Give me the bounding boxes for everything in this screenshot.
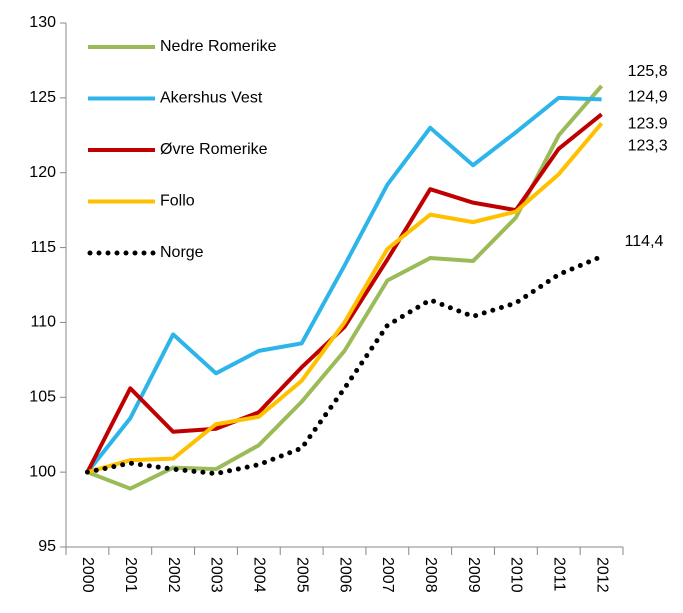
x-tick-label: 2003 — [208, 557, 225, 593]
legend-label: Øvre Romerike — [160, 141, 268, 158]
y-tick-label: 115 — [30, 239, 56, 256]
legend-label: Follo — [160, 193, 195, 210]
x-tick-label: 2002 — [165, 557, 182, 593]
value-label: 123,3 — [628, 138, 668, 155]
value-label: 114,4 — [625, 233, 664, 250]
y-tick-label: 105 — [29, 389, 56, 406]
x-tick-label: 2007 — [379, 557, 396, 593]
x-tick-label: 2008 — [422, 557, 439, 593]
series-line — [84, 254, 605, 477]
x-tick-label: 2012 — [593, 557, 610, 593]
x-tick-label: 2006 — [336, 557, 353, 593]
y-tick-label: 130 — [29, 14, 56, 31]
legend-label: Norge — [160, 244, 204, 261]
legend-label: Akershus Vest — [160, 90, 263, 107]
y-tick-label: 120 — [29, 164, 56, 181]
x-tick-label: 2004 — [251, 557, 268, 593]
value-label: 123.9 — [628, 116, 668, 133]
series-line — [85, 112, 603, 474]
x-tick-label: 2005 — [293, 557, 310, 593]
value-label: 124,9 — [628, 89, 668, 106]
x-tick-label: 2000 — [79, 557, 96, 593]
value-label: 125,8 — [628, 63, 668, 80]
x-tick-label: 2011 — [550, 557, 567, 592]
x-tick-label: 2009 — [465, 557, 482, 593]
legend-label: Nedre Romerike — [160, 38, 277, 55]
series-line — [86, 84, 604, 491]
series-line — [86, 122, 604, 475]
y-tick-label: 95 — [38, 538, 56, 555]
x-tick-label: 2010 — [508, 557, 525, 593]
y-tick-label: 110 — [30, 314, 56, 331]
y-tick-label: 100 — [29, 463, 56, 480]
x-tick-label: 2001 — [122, 557, 139, 593]
y-tick-label: 125 — [29, 89, 56, 106]
series-line — [85, 95, 602, 474]
